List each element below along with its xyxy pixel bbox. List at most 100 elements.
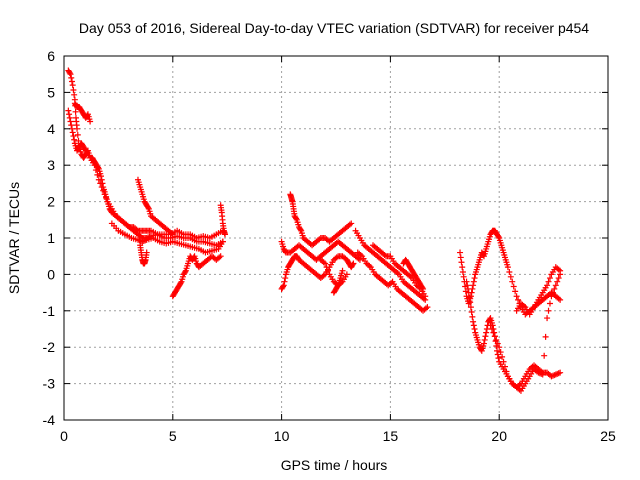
data-point xyxy=(469,313,476,320)
data-point xyxy=(541,352,548,359)
y-tick-label: 0 xyxy=(47,266,55,282)
data-point xyxy=(97,173,104,180)
data-point xyxy=(420,285,427,292)
series-track-7a xyxy=(278,253,357,292)
series-track-13c xyxy=(487,271,564,394)
data-point xyxy=(356,256,363,263)
data-point xyxy=(502,363,509,370)
data-point xyxy=(545,278,552,285)
data-point xyxy=(482,333,489,340)
data-point xyxy=(424,304,431,311)
data-point xyxy=(490,329,497,336)
data-point xyxy=(488,326,495,332)
data-point xyxy=(182,268,189,275)
data-point xyxy=(322,260,329,267)
data-point xyxy=(145,204,152,211)
x-tick-label: 20 xyxy=(491,428,507,444)
data-point xyxy=(293,215,300,222)
data-point xyxy=(460,273,467,280)
data-point xyxy=(483,329,490,336)
data-point xyxy=(67,118,74,125)
data-point xyxy=(69,129,76,136)
data-point xyxy=(71,136,78,143)
series-track-7b xyxy=(278,238,363,263)
data-point xyxy=(470,282,477,289)
data-point xyxy=(91,162,98,169)
data-point xyxy=(544,282,551,289)
data-point xyxy=(70,86,77,93)
data-point xyxy=(542,333,549,340)
data-point xyxy=(100,187,107,194)
data-point xyxy=(512,288,519,295)
data-point xyxy=(350,260,357,267)
data-point xyxy=(457,249,464,256)
y-tick-label: 4 xyxy=(47,121,55,137)
data-point xyxy=(549,289,556,296)
data-point xyxy=(457,254,464,261)
data-point xyxy=(280,282,287,289)
data-point xyxy=(504,264,511,271)
data-point xyxy=(464,282,471,289)
data-point xyxy=(72,108,79,115)
data-point xyxy=(487,322,494,329)
data-point xyxy=(557,267,564,274)
data-point xyxy=(463,278,470,285)
data-marks xyxy=(65,67,564,394)
data-point xyxy=(103,194,110,201)
series-track-5 xyxy=(169,253,224,300)
series-track-14 xyxy=(513,264,564,318)
data-point xyxy=(70,133,77,140)
data-point xyxy=(465,285,472,292)
data-point xyxy=(419,284,426,291)
y-tick-label: -4 xyxy=(43,412,56,428)
data-point xyxy=(496,344,503,351)
series-track-11a xyxy=(352,227,429,303)
y-axis-label: SDTVAR / TECUs xyxy=(6,182,22,294)
series-track-10 xyxy=(330,267,346,296)
data-point xyxy=(297,226,304,233)
data-point xyxy=(494,340,501,347)
data-point xyxy=(467,304,474,311)
data-point xyxy=(546,300,553,307)
data-point xyxy=(554,278,561,285)
data-point xyxy=(470,278,477,285)
data-point xyxy=(101,191,108,198)
data-point xyxy=(509,278,516,285)
data-point xyxy=(551,285,558,292)
data-point xyxy=(71,91,78,98)
data-point xyxy=(493,336,500,343)
data-point xyxy=(282,275,289,282)
series-track-9 xyxy=(317,256,350,289)
data-point xyxy=(466,294,473,301)
data-point xyxy=(468,309,475,316)
data-point xyxy=(497,349,504,356)
data-point xyxy=(67,71,74,78)
y-tick-label: -2 xyxy=(43,339,56,355)
data-point xyxy=(177,279,184,286)
data-point xyxy=(219,238,226,245)
data-point xyxy=(68,74,75,81)
data-point xyxy=(94,171,101,178)
data-point xyxy=(459,264,466,271)
data-point xyxy=(92,167,99,174)
data-point xyxy=(467,299,474,306)
data-point xyxy=(65,107,72,114)
x-tick-label: 5 xyxy=(169,428,177,444)
series-track-4 xyxy=(137,242,150,267)
data-point xyxy=(459,268,466,275)
x-axis-label: GPS time / hours xyxy=(281,457,388,473)
data-point xyxy=(471,275,478,282)
data-point xyxy=(87,118,94,125)
axes: 0 5 10 15 20 25 -4 -3 -2 -1 0 1 2 3 4 5 6 xyxy=(43,48,616,444)
data-point xyxy=(422,293,429,300)
data-point xyxy=(495,355,502,362)
data-point xyxy=(507,273,514,280)
data-point xyxy=(546,275,553,282)
data-point xyxy=(483,326,490,332)
data-point xyxy=(555,275,562,282)
data-point xyxy=(552,282,559,289)
data-point xyxy=(470,318,477,325)
data-point xyxy=(339,267,346,274)
data-point xyxy=(471,326,478,332)
series-track-11b xyxy=(354,249,431,314)
